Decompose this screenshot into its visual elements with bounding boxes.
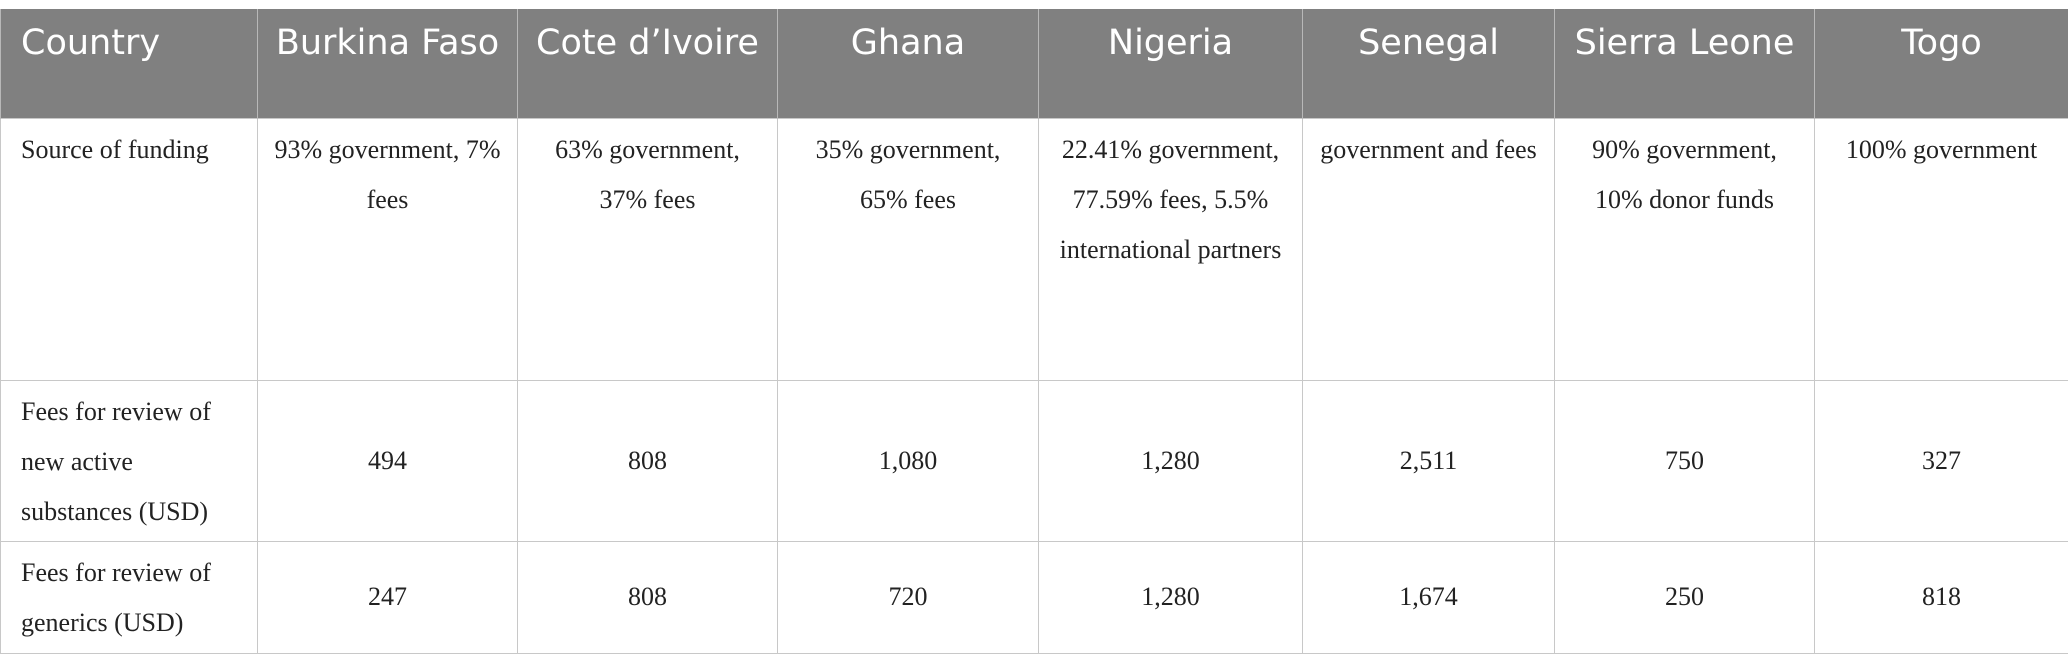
header-cell-ghana: Ghana	[777, 9, 1039, 118]
table-cell: 750	[1554, 379, 1815, 542]
row-label: Source of funding	[0, 117, 258, 381]
table-cell: 808	[517, 379, 778, 542]
table-cell: 818	[1814, 540, 2068, 654]
table-cell: government and fees	[1302, 117, 1555, 381]
header-cell-country: Country	[0, 9, 258, 118]
table-cell: 22.41% government, 77.59% fees, 5.5% int…	[1038, 117, 1303, 381]
table-cell: 1,280	[1038, 540, 1303, 654]
table-row-source-of-funding: Source of funding 93% government, 7% fee…	[0, 117, 2068, 381]
table-cell: 327	[1814, 379, 2068, 542]
table-cell: 93% government, 7% fees	[257, 117, 518, 381]
table-cell: 720	[777, 540, 1039, 654]
table-cell: 1,674	[1302, 540, 1555, 654]
header-cell-sierra-leone: Sierra Leone	[1554, 9, 1815, 118]
table-header: Country Burkina Faso Cote d’Ivoire Ghana…	[0, 9, 2068, 118]
table-body: Source of funding 93% government, 7% fee…	[0, 117, 2068, 654]
header-cell-togo: Togo	[1814, 9, 2068, 118]
table-row-fees-new-active-substances: Fees for review of new active substances…	[0, 379, 2068, 542]
table-cell: 63% government, 37% fees	[517, 117, 778, 381]
table-cell: 247	[257, 540, 518, 654]
header-row: Country Burkina Faso Cote d’Ivoire Ghana…	[0, 9, 2068, 118]
row-label: Fees for review of generics (USD)	[0, 540, 258, 654]
table-cell: 2,511	[1302, 379, 1555, 542]
data-table-container: Country Burkina Faso Cote d’Ivoire Ghana…	[0, 9, 2068, 654]
table-cell: 250	[1554, 540, 1815, 654]
table-cell: 808	[517, 540, 778, 654]
table-cell: 1,080	[777, 379, 1039, 542]
header-cell-cote-divoire: Cote d’Ivoire	[517, 9, 778, 118]
table-cell: 1,280	[1038, 379, 1303, 542]
table-cell: 494	[257, 379, 518, 542]
funding-fees-table: Country Burkina Faso Cote d’Ivoire Ghana…	[0, 9, 2068, 654]
table-cell: 35% government, 65% fees	[777, 117, 1039, 381]
table-cell: 90% government, 10% donor funds	[1554, 117, 1815, 381]
header-cell-senegal: Senegal	[1302, 9, 1555, 118]
table-cell: 100% government	[1814, 117, 2068, 381]
header-cell-burkina-faso: Burkina Faso	[257, 9, 518, 118]
table-row-fees-generics: Fees for review of generics (USD) 247 80…	[0, 540, 2068, 654]
header-cell-nigeria: Nigeria	[1038, 9, 1303, 118]
row-label: Fees for review of new active substances…	[0, 379, 258, 542]
